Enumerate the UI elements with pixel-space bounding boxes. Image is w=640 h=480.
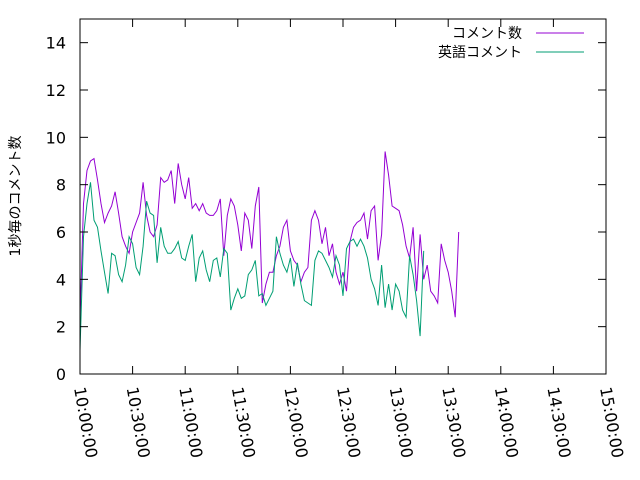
y-axis: 0 2 4 6 8 10 12 14 (46, 34, 606, 384)
x-axis: 10:00:00 10:30:00 11:00:00 11:30:00 12:00:00… (70, 19, 627, 459)
y-tick-label: 14 (46, 34, 66, 53)
x-tick-label: 13:00:00 (386, 385, 417, 459)
legend-label-1: コメント数 (452, 26, 522, 42)
y-tick-label: 4 (56, 270, 66, 289)
y-tick-label: 0 (56, 365, 66, 384)
y-tick-label: 10 (46, 128, 66, 147)
series-line-1 (79, 151, 460, 322)
series-lines (79, 151, 460, 351)
x-tick-label: 10:00:00 (70, 385, 101, 459)
x-tick-label: 11:00:00 (175, 385, 206, 459)
x-tick-label: 12:30:00 (333, 385, 364, 459)
y-tick-label: 6 (56, 223, 66, 242)
x-tick-label: 13:30:00 (438, 385, 469, 459)
y-tick-label: 8 (56, 176, 66, 195)
x-tick-label: 12:00:00 (280, 385, 311, 459)
y-axis-label: 1秒毎のコメント数 (8, 136, 24, 257)
x-tick-label: 15:00:00 (596, 385, 627, 459)
x-tick-label: 14:30:00 (543, 385, 574, 459)
x-tick-label: 11:30:00 (228, 385, 259, 459)
x-tick-label: 10:30:00 (123, 385, 154, 459)
y-tick-label: 12 (46, 81, 66, 100)
x-tick-label: 14:00:00 (491, 385, 522, 459)
series-line-2 (79, 182, 425, 351)
y-tick-label: 2 (56, 318, 66, 337)
legend-label-2: 英語コメント (438, 44, 522, 61)
